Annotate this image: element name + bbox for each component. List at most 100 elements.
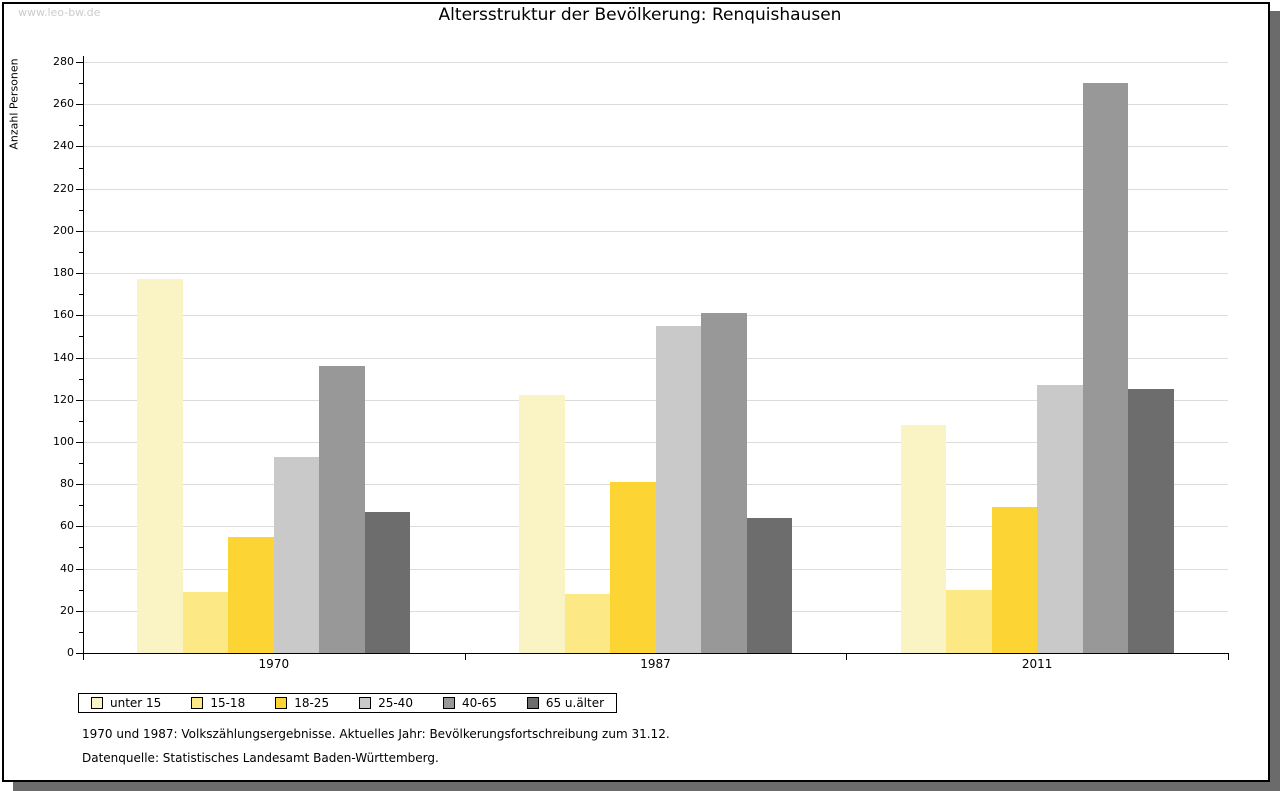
y-axis-tick bbox=[79, 463, 83, 465]
legend-label: unter 15 bbox=[110, 696, 162, 710]
y-axis-tick bbox=[79, 505, 83, 507]
y-axis-tick bbox=[79, 125, 83, 127]
legend-swatch bbox=[526, 697, 539, 709]
legend-label: 40-65 bbox=[461, 696, 497, 710]
y-axis-tick bbox=[79, 589, 83, 591]
y-axis-tick-label: 80 bbox=[60, 477, 74, 491]
y-axis-tick-label: 200 bbox=[53, 223, 74, 237]
y-axis-tick bbox=[79, 209, 83, 211]
bar-unter-15-1987 bbox=[519, 395, 565, 653]
y-axis-tick bbox=[76, 610, 83, 612]
y-axis-tick bbox=[79, 378, 83, 380]
legend-item-15-18: 15-18 bbox=[191, 694, 245, 712]
gridline bbox=[83, 230, 1228, 232]
gridline bbox=[83, 146, 1228, 148]
x-axis-tick bbox=[83, 653, 84, 660]
bar-18-25-2011 bbox=[991, 507, 1038, 653]
bar-25-40-1970 bbox=[273, 456, 320, 653]
bar-65-u-lter-2011 bbox=[1128, 389, 1174, 653]
y-axis-tick-label: 280 bbox=[53, 55, 74, 68]
y-axis-tick bbox=[76, 273, 83, 275]
watermark: www.leo-bw.de bbox=[18, 6, 101, 19]
y-axis-tick bbox=[76, 315, 83, 317]
y-axis-tick bbox=[76, 568, 83, 570]
bar-65-u-lter-1970 bbox=[364, 511, 411, 653]
y-axis-tick bbox=[79, 631, 83, 633]
gridline bbox=[83, 62, 1228, 63]
gridline bbox=[83, 273, 1228, 275]
y-axis-tick-label: 220 bbox=[53, 181, 74, 195]
y-axis-tick bbox=[76, 399, 83, 401]
legend-item-65-u-lter: 65 u.älter bbox=[526, 694, 605, 712]
legend: unter 15 15-18 18-25 25-40 40-65 65 u.älter bbox=[78, 693, 618, 713]
legend-label: 18-25 bbox=[294, 696, 330, 710]
legend-item-18-25: 18-25 bbox=[275, 694, 329, 712]
y-axis-tick bbox=[79, 167, 83, 169]
legend-label: 65 u.älter bbox=[545, 696, 605, 710]
bar-unter-15-1970 bbox=[137, 279, 183, 653]
legend-label: 25-40 bbox=[378, 696, 413, 710]
legend-label: 15-18 bbox=[210, 696, 246, 710]
y-axis-tick bbox=[79, 251, 83, 253]
gridline bbox=[83, 315, 1228, 317]
bar-40-65-1970 bbox=[319, 365, 365, 653]
y-axis-tick-label: 140 bbox=[53, 350, 74, 364]
y-axis-tick-label: 160 bbox=[53, 308, 74, 322]
y-axis-tick bbox=[76, 62, 83, 63]
legend-swatch bbox=[91, 697, 103, 709]
gridline bbox=[83, 188, 1228, 190]
y-axis-tick bbox=[79, 294, 83, 296]
bar-15-18-1987 bbox=[564, 593, 610, 653]
legend-item-unter-15: unter 15 bbox=[91, 694, 161, 712]
y-axis-tick bbox=[76, 357, 83, 359]
x-axis-line bbox=[83, 653, 1229, 654]
legend-item-25-40: 25-40 bbox=[359, 694, 413, 712]
y-axis-tick bbox=[76, 484, 83, 486]
bar-40-65-2011 bbox=[1082, 83, 1129, 653]
y-axis-line bbox=[83, 56, 84, 654]
y-axis-tick-label: 20 bbox=[60, 603, 74, 617]
bar-18-25-1970 bbox=[228, 536, 274, 653]
bar-15-18-2011 bbox=[946, 589, 992, 653]
y-axis-tick-label: 100 bbox=[53, 434, 74, 448]
y-axis-tick-label: 60 bbox=[60, 519, 74, 533]
y-axis-tick bbox=[76, 526, 83, 528]
y-axis-tick bbox=[79, 336, 83, 338]
x-axis-category-label: 1987 bbox=[640, 657, 671, 671]
bar-15-18-1970 bbox=[182, 591, 229, 653]
y-axis-tick-label: 180 bbox=[53, 266, 74, 280]
legend-swatch bbox=[359, 697, 372, 709]
x-axis-category-label: 2011 bbox=[1021, 657, 1053, 671]
bar-65-u-lter-1987 bbox=[746, 517, 792, 653]
y-axis-tick bbox=[79, 83, 83, 85]
y-axis-tick bbox=[79, 420, 83, 422]
legend-item-40-65: 40-65 bbox=[442, 694, 497, 712]
y-axis-tick-label: 40 bbox=[60, 561, 74, 575]
bar-18-25-1987 bbox=[610, 482, 656, 653]
footnote-sources: 1970 und 1987: Volkszählungsergebnisse. … bbox=[82, 727, 670, 741]
bar-40-65-1987 bbox=[701, 313, 747, 653]
bar-unter-15-2011 bbox=[900, 425, 947, 653]
y-axis-tick-label: 240 bbox=[53, 139, 74, 153]
y-axis-tick bbox=[76, 230, 83, 232]
legend-swatch bbox=[275, 697, 288, 709]
gridline bbox=[83, 104, 1228, 106]
legend-swatch bbox=[191, 697, 204, 709]
y-axis-tick bbox=[76, 188, 83, 190]
y-axis-tick-label: 120 bbox=[53, 392, 74, 406]
y-axis-tick bbox=[76, 146, 83, 148]
footnote-datasource: Datenquelle: Statistisches Landesamt Bad… bbox=[82, 751, 439, 765]
y-axis-tick-label: 260 bbox=[53, 97, 74, 111]
x-axis-tick bbox=[846, 653, 848, 660]
y-axis-tick bbox=[76, 441, 83, 443]
chart-title: Altersstruktur der Bevölkerung: Renquish… bbox=[438, 5, 842, 25]
bar-25-40-1987 bbox=[655, 325, 701, 653]
bar-25-40-2011 bbox=[1037, 384, 1083, 653]
x-axis-tick bbox=[464, 653, 466, 660]
x-axis-tick bbox=[1228, 653, 1229, 660]
y-axis-tick-label: 0 bbox=[67, 646, 74, 659]
y-axis-tick bbox=[76, 653, 83, 654]
y-axis-tick bbox=[76, 104, 83, 106]
